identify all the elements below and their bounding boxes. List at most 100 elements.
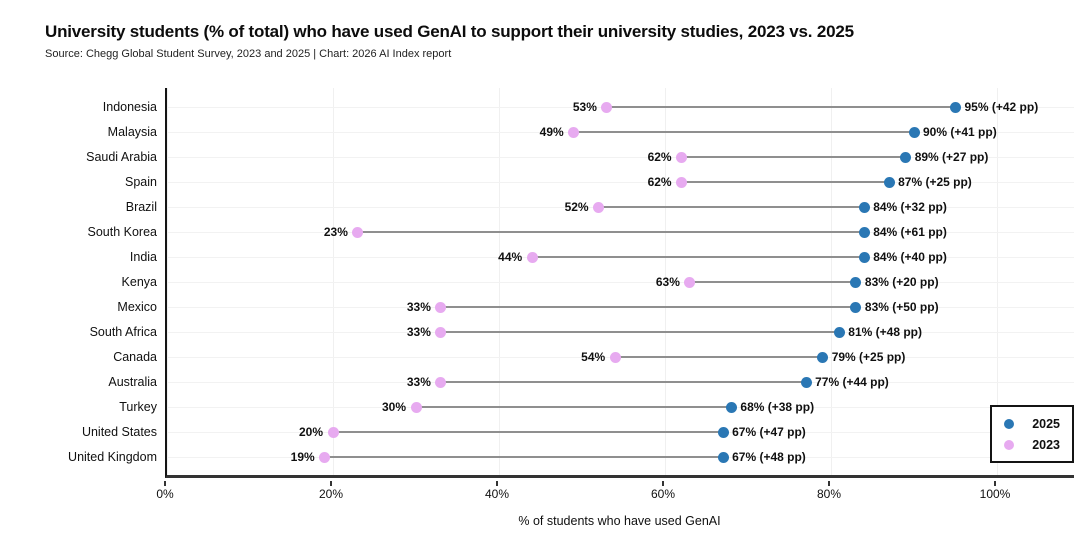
x-axis-tick — [828, 481, 830, 486]
value-label-2023: 20% — [298, 425, 323, 439]
value-label-2025: 67% (+48 pp) — [732, 450, 806, 464]
dot-2025 — [725, 401, 737, 413]
dot-2025 — [850, 301, 862, 313]
y-axis-label: South Korea — [87, 225, 158, 239]
dot-2025 — [817, 351, 829, 363]
y-axis-label: Australia — [108, 375, 157, 389]
horizontal-gridline — [167, 281, 1074, 283]
y-axis-label: Malaysia — [107, 125, 157, 139]
connector-line — [681, 181, 890, 183]
dot-2025 — [717, 426, 729, 438]
horizontal-gridline — [167, 156, 1074, 158]
chart-title: University students (% of total) who hav… — [45, 22, 854, 41]
y-axis-label: Kenya — [121, 275, 157, 289]
dot-2023 — [319, 451, 331, 463]
dot-2023 — [676, 151, 688, 163]
x-axis-tick — [496, 481, 498, 486]
dot-2023 — [601, 101, 613, 113]
value-label-2025: 90% (+41 pp) — [923, 125, 997, 139]
x-axis-title: % of students who have used GenAI — [518, 514, 721, 528]
y-axis-label: Turkey — [119, 400, 157, 414]
value-label-2023: 23% — [323, 225, 348, 239]
x-axis-tick-label: 20% — [318, 487, 344, 501]
value-label-2025: 87% (+25 pp) — [898, 175, 972, 189]
x-axis-tick-label: 60% — [650, 487, 676, 501]
value-label-2025: 79% (+25 pp) — [831, 350, 906, 364]
dot-2023 — [410, 401, 422, 413]
x-axis-tick-row: 0% 20% 40% 60% 80% 100% — [156, 487, 1074, 503]
dot-2023 — [327, 426, 339, 438]
y-axis-label: Brazil — [125, 200, 157, 214]
dot-2025 — [850, 276, 862, 288]
connector-line — [598, 206, 865, 208]
value-label-2025: 95% (+42 pp) — [964, 100, 1039, 114]
connector-line — [615, 356, 823, 358]
y-axis-label: United States — [81, 425, 157, 439]
y-axis-label: India — [129, 250, 157, 264]
x-axis-tick — [164, 481, 166, 486]
value-label-2023: 44% — [498, 250, 523, 264]
x-axis-tick-label: 40% — [484, 487, 510, 501]
value-label-2025: 68% (+38 pp) — [740, 400, 815, 414]
y-axis-label: South Africa — [89, 325, 157, 339]
value-label-2023: 49% — [539, 125, 564, 139]
value-label-2025: 77% (+44 pp) — [815, 375, 889, 389]
dot-2023 — [435, 301, 447, 313]
dot-2023 — [435, 376, 447, 388]
dot-2025 — [833, 326, 845, 338]
connector-line — [689, 281, 856, 283]
dot-2025 — [717, 451, 729, 463]
legend-item-2025: 2025 — [1004, 417, 1060, 431]
y-axis-label: Indonesia — [102, 100, 157, 114]
value-label-2023: 33% — [406, 325, 431, 339]
connector-line — [440, 331, 840, 333]
x-axis-tick — [330, 481, 332, 486]
dot-2025 — [900, 151, 912, 163]
dot-2023 — [352, 226, 364, 238]
legend-label-2023: 2023 — [1032, 437, 1060, 452]
y-axis-label: Mexico — [117, 300, 157, 314]
dot-2025 — [950, 101, 961, 113]
connector-line — [416, 406, 732, 408]
y-axis-label: United Kingdom — [68, 450, 157, 464]
x-axis-tick — [994, 481, 996, 486]
value-label-2025: 83% (+50 pp) — [864, 300, 939, 314]
dot-2023 — [526, 251, 538, 263]
y-axis-label: Saudi Arabia — [86, 150, 157, 164]
x-axis-tick — [662, 481, 664, 486]
dot-2025 — [800, 376, 812, 388]
value-label-2025: 89% (+27 pp) — [914, 150, 989, 164]
value-label-2025: 84% (+40 pp) — [873, 250, 947, 264]
dot-2023 — [684, 276, 696, 288]
connector-line — [333, 431, 724, 433]
connector-line — [606, 106, 956, 108]
legend-dot-2023-icon — [1004, 439, 1014, 450]
dot-2025 — [908, 126, 920, 138]
value-label-2023: 54% — [581, 350, 606, 364]
dot-2023 — [568, 126, 580, 138]
y-axis-labels: Indonesia Malaysia Saudi Arabia Spain Brazil… — [0, 88, 157, 478]
value-label-2023: 62% — [647, 150, 672, 164]
horizontal-gridline — [167, 181, 1074, 183]
legend-dot-2025-icon — [1004, 418, 1014, 429]
dot-2023 — [593, 201, 605, 213]
value-label-2023: 33% — [406, 300, 431, 314]
connector-line — [573, 131, 914, 133]
plot-area: 2025 2023 53% 95% (+42 pp) 49% 90% (+41 pp)… — [165, 88, 1074, 478]
value-label-2025: 83% (+20 pp) — [864, 275, 939, 289]
dot-2025 — [883, 176, 895, 188]
x-axis-tick-label: 100% — [979, 487, 1011, 501]
value-label-2023: 19% — [290, 450, 315, 464]
y-axis-label: Spain — [125, 175, 157, 189]
value-label-2023: 63% — [655, 275, 680, 289]
dot-2025 — [858, 201, 870, 213]
value-label-2023: 62% — [647, 175, 672, 189]
value-label-2023: 30% — [381, 400, 406, 414]
value-label-2025: 67% (+47 pp) — [732, 425, 806, 439]
value-label-2023: 53% — [572, 100, 597, 114]
y-axis-label: Canada — [113, 350, 157, 364]
legend: 2025 2023 — [990, 405, 1074, 463]
legend-label-2025: 2025 — [1032, 416, 1060, 431]
dot-2023 — [609, 351, 621, 363]
